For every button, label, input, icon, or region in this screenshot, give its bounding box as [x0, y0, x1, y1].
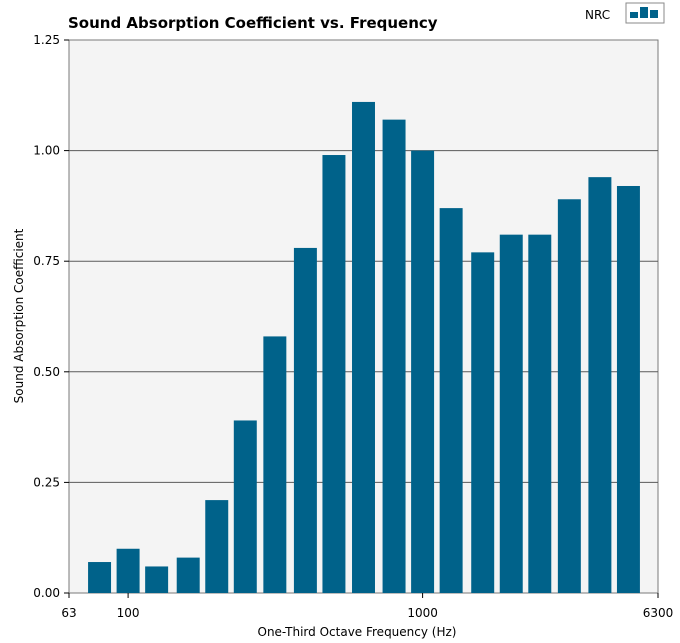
y-tick-label: 0.25 — [33, 475, 60, 489]
y-axis: 0.00 0.25 0.50 0.75 1.00 1.25 — [33, 33, 69, 600]
bar-800hz — [382, 119, 406, 594]
bar-250hz — [233, 420, 257, 593]
bar-1600hz — [471, 252, 495, 594]
bar-100hz — [116, 548, 140, 593]
x-tick-label: 63 — [61, 606, 76, 620]
bar-2000hz — [499, 234, 523, 593]
bar-3150hz — [557, 199, 581, 593]
bar-4000hz — [588, 177, 612, 594]
y-tick-label: 1.00 — [33, 144, 60, 158]
legend-swatch-bar-2 — [640, 7, 648, 18]
x-tick-label: 100 — [117, 606, 140, 620]
bar-630hz — [352, 101, 375, 593]
legend-swatch-bar-3 — [650, 10, 658, 18]
x-tick-label: 6300 — [643, 606, 674, 620]
bar-160hz — [176, 557, 200, 593]
bar-5000hz — [616, 185, 640, 593]
x-tick-label: 1000 — [407, 606, 438, 620]
legend-swatch — [625, 2, 665, 24]
legend-label: NRC — [585, 8, 610, 22]
bars — [88, 101, 640, 594]
x-axis-label: One-Third Octave Frequency (Hz) — [258, 625, 457, 639]
y-tick-label: 0.50 — [33, 365, 60, 379]
bar-1250hz — [439, 208, 463, 593]
y-tick-label: 0.75 — [33, 254, 60, 268]
bar-200hz — [205, 500, 229, 593]
bar-400hz — [293, 247, 317, 594]
x-axis: 63 100 1000 6300 — [61, 593, 673, 620]
bar-2500hz — [528, 234, 552, 593]
legend-swatch-bar-1 — [630, 12, 638, 18]
chart-title: Sound Absorption Coefficient vs. Frequen… — [68, 14, 438, 32]
bar-315hz — [263, 336, 287, 593]
bar-1000hz — [411, 150, 435, 593]
bar-125hz — [145, 566, 169, 593]
bar-80hz — [88, 562, 112, 593]
y-tick-label: 0.00 — [33, 586, 60, 600]
y-axis-label: Sound Absorption Coefficient — [12, 228, 26, 403]
legend: NRC — [585, 2, 665, 24]
bar-500hz — [322, 155, 346, 594]
y-tick-label: 1.25 — [33, 33, 60, 47]
